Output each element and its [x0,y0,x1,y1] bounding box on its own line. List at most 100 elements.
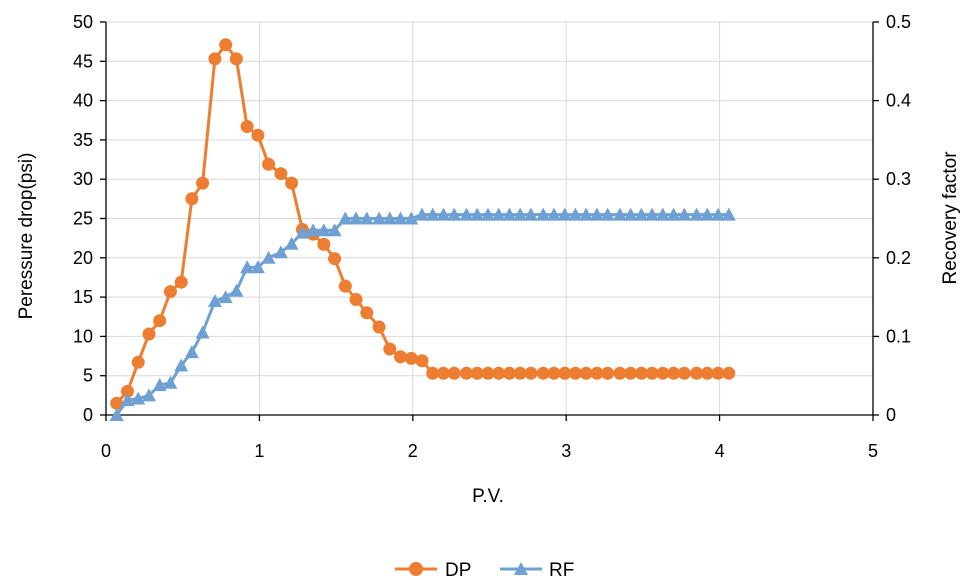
data-point-rf [316,223,331,237]
series-line-rf [115,213,729,416]
y-tick-label: 30 [73,169,93,189]
data-point-rf [689,207,704,221]
data-point-rf [327,223,342,237]
y-tick-label: 35 [73,130,93,150]
data-point-dp [338,279,352,293]
data-point-rf [447,207,462,221]
data-point-rf [523,207,538,221]
data-point-dp [229,52,243,66]
data-point-rf [120,393,135,407]
y-tick-label: 20 [73,248,93,268]
data-point-dp [285,176,299,190]
data-point-rf [655,207,670,221]
series-layer [109,38,736,421]
data-point-dp [360,306,374,320]
data-point-dp [711,366,725,380]
data-point-dp [174,275,188,289]
x-tick-label: 5 [868,441,878,461]
data-point-rf [502,207,517,221]
data-point-rf [382,211,397,225]
data-point-dp [415,354,429,368]
data-point-dp [624,366,638,380]
data-point-dp [163,285,177,299]
data-point-dp [558,366,572,380]
data-point-dp [121,384,134,398]
data-point-dp [700,366,714,380]
data-point-dp [437,366,450,380]
data-point-dp [426,366,440,380]
data-point-rf [600,207,615,221]
data-point-dp [634,366,648,380]
data-point-rf [359,211,374,225]
x-tick-label: 0 [101,441,111,461]
data-point-rf [436,207,451,221]
data-point-rf [470,207,485,221]
data-point-rf [163,375,178,389]
data-point-rf [338,211,353,225]
x-tick-label: 2 [408,441,418,461]
legend-dp-label: DP [445,560,471,580]
data-point-rf [306,223,321,237]
legend-rf-label: RF [549,560,574,580]
data-point-dp [536,366,550,380]
data-point-dp [274,167,288,181]
y2-axis-title: Recovery factor [940,151,961,285]
y-tick-label: 5 [83,366,93,386]
data-point-dp [185,192,199,206]
legend: DP RF [395,560,574,580]
data-point-dp [196,176,210,190]
data-point-rf [557,207,572,221]
axes-layer [100,21,879,421]
data-point-dp [372,320,386,334]
data-point-dp [470,366,484,380]
data-point-dp [349,293,363,306]
data-point-dp [153,314,167,328]
data-point-rf [184,345,199,359]
data-point-dp [513,366,527,380]
data-point-rf [284,236,299,250]
data-point-dp [110,396,124,410]
data-point-dp [240,120,254,133]
data-point-dp [394,350,407,364]
data-point-rf [546,207,561,221]
data-point-dp [262,157,276,171]
data-point-rf [152,378,167,392]
data-point-dp [251,128,265,142]
y2-tick-label: 0.1 [886,326,911,346]
x-tick-label: 4 [715,441,725,461]
data-point-rf [295,225,310,239]
data-point-dp [502,366,516,380]
data-point-rf [700,207,715,221]
data-point-rf [218,290,233,304]
data-point-rf [174,358,189,372]
data-point-rf [721,207,736,221]
data-point-dp [677,366,691,380]
data-point-rf [568,207,583,221]
data-point-rf [589,207,604,221]
data-point-rf [349,211,363,225]
y-tick-label: 50 [73,12,93,32]
y-axis-title: Peressure drop(psi) [16,153,37,320]
data-point-dp [142,327,156,341]
data-point-dp [481,366,495,380]
y-tick-label: 45 [73,51,93,71]
data-point-dp [645,366,659,380]
data-point-rf [393,211,408,225]
legend-rf-marker [514,562,528,575]
data-point-dp [568,366,582,380]
data-point-rf [513,207,528,221]
data-point-dp [219,38,233,52]
y2-tick-label: 0.4 [886,91,911,111]
data-point-rf [261,250,276,264]
data-point-rf [207,294,222,307]
legend-dp-marker [409,562,423,576]
data-point-rf [711,207,726,221]
y-tick-label: 15 [73,287,93,307]
y2-tick-label: 0.2 [886,248,911,268]
data-point-dp [317,237,331,251]
data-point-rf [645,207,660,221]
series-line-dp [115,43,729,405]
data-point-rf [404,211,419,225]
data-point-dp [524,366,538,380]
